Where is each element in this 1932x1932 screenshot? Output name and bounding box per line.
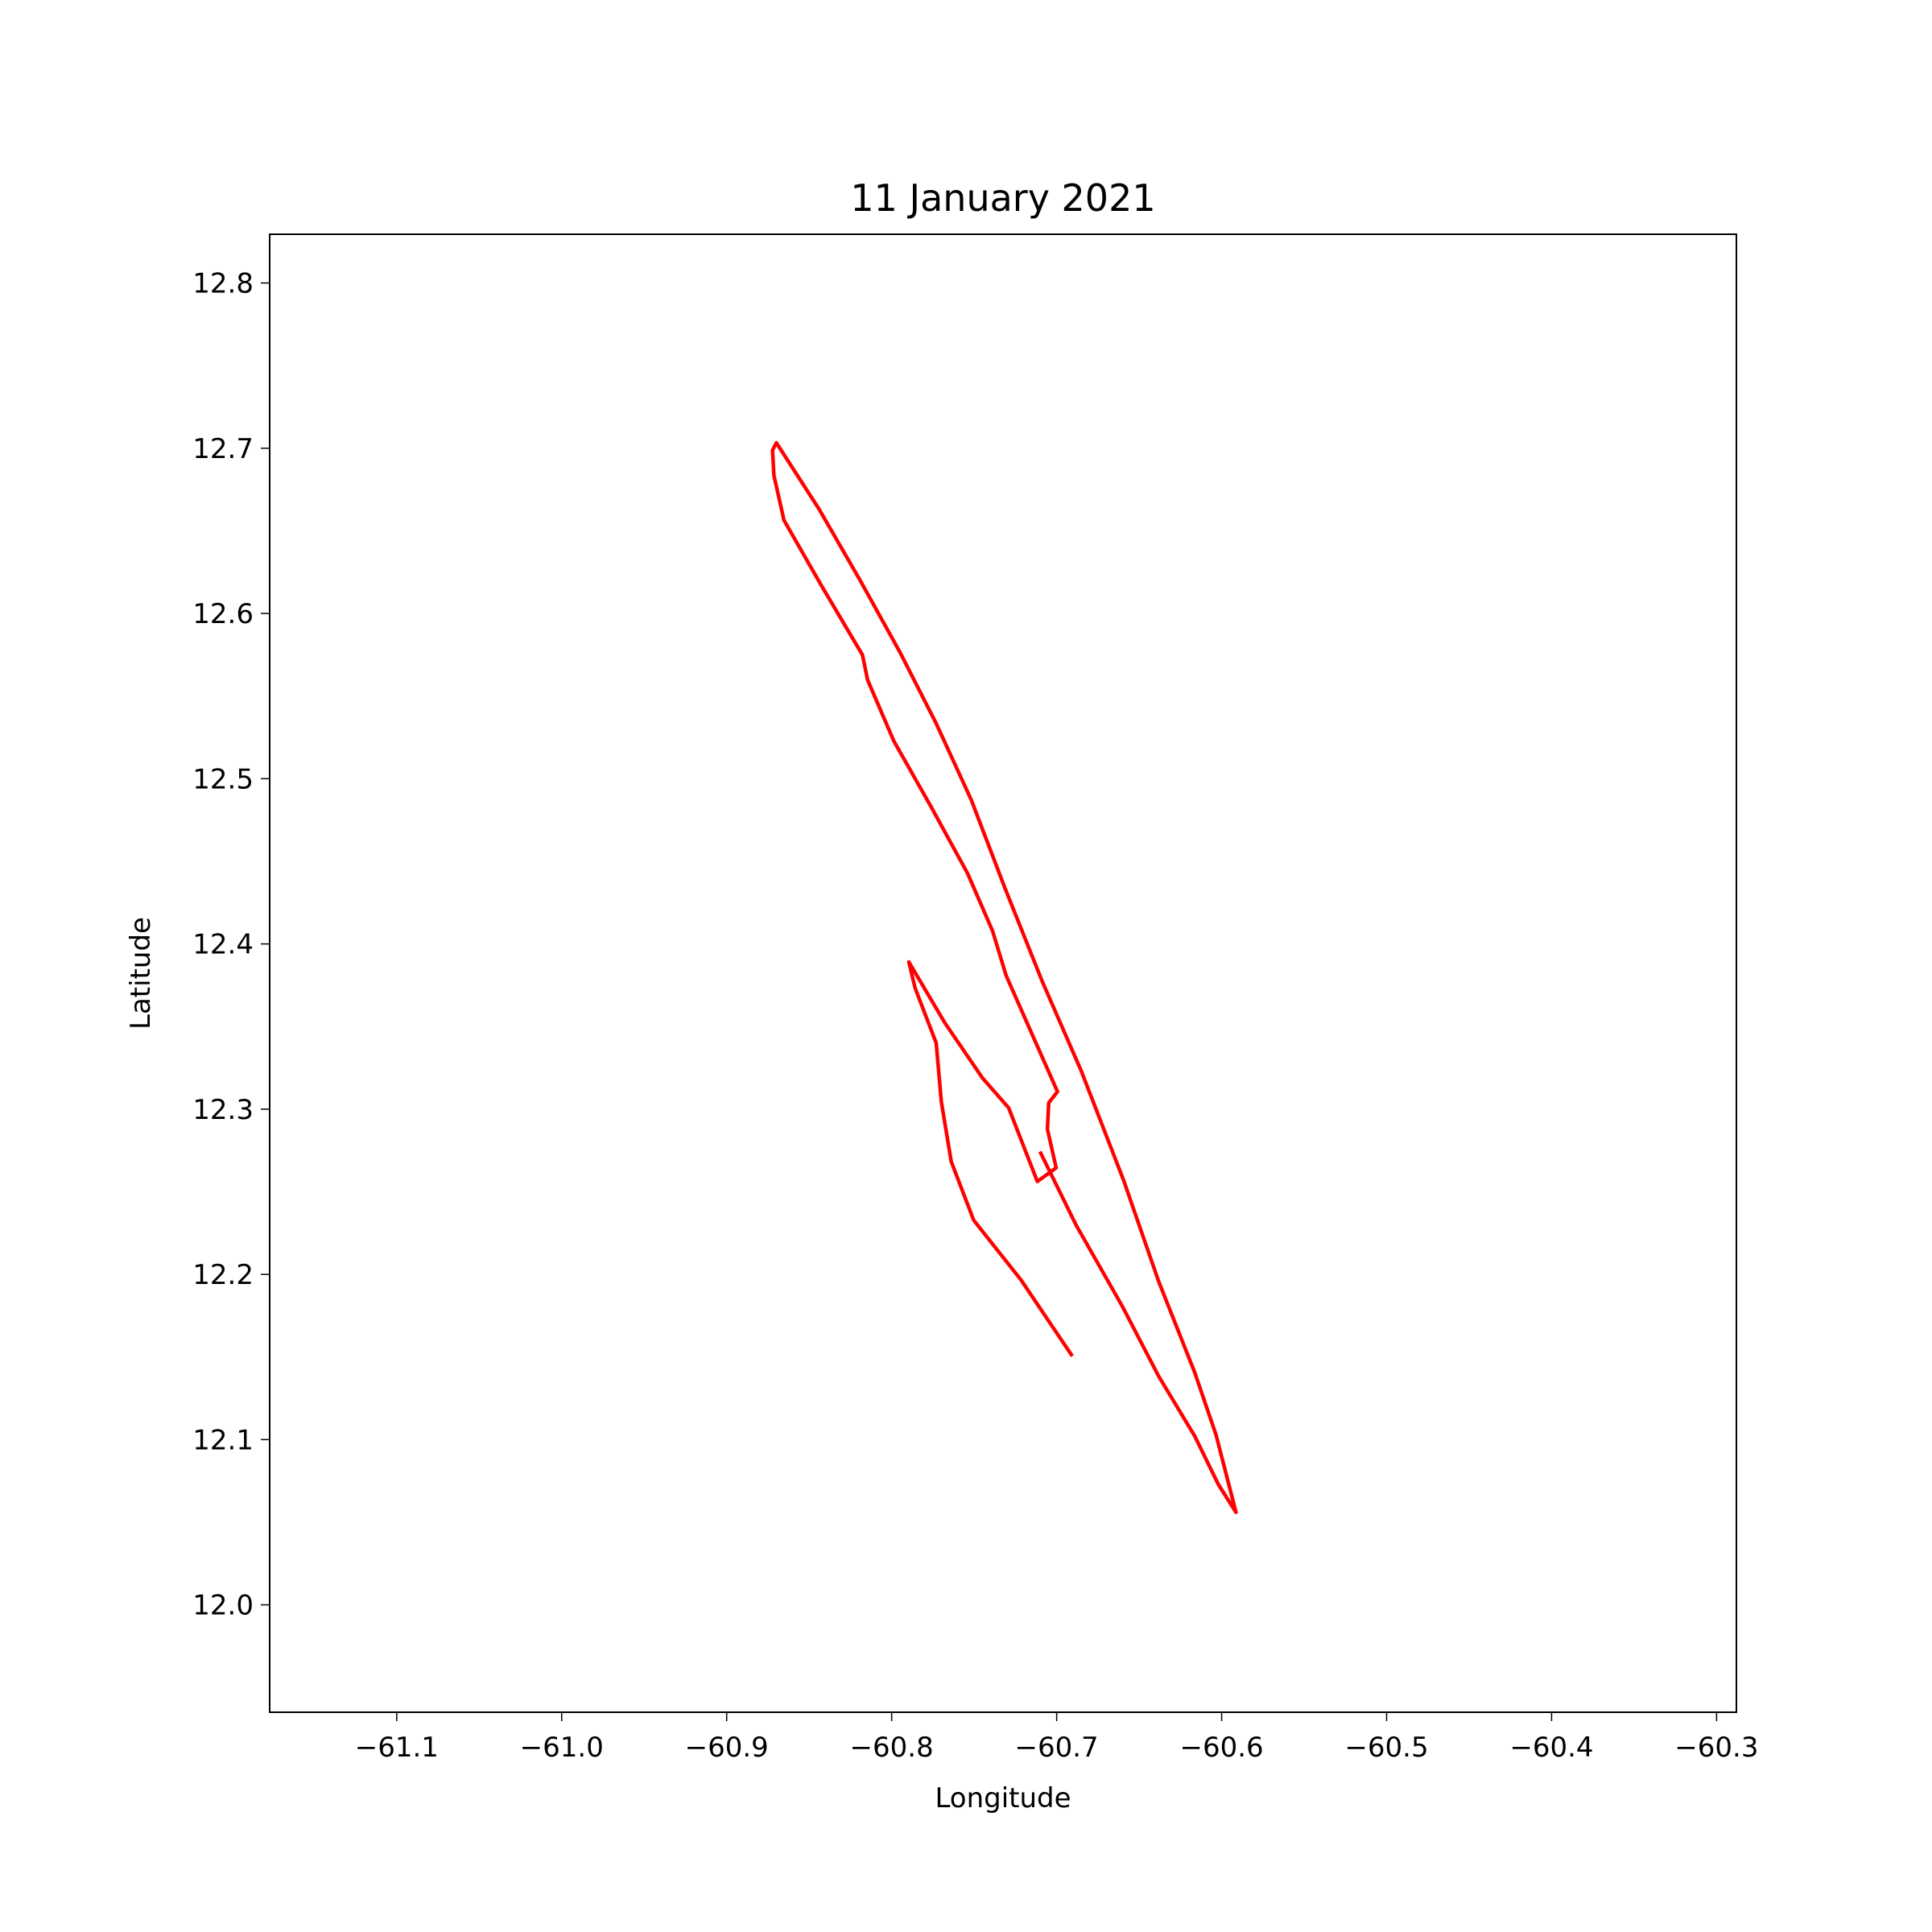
x-tick-label: −61.0	[520, 1732, 604, 1764]
y-axis-label: Latitude	[125, 917, 157, 1030]
x-tick-label: −60.9	[685, 1732, 769, 1764]
y-tick-label: 12.1	[192, 1424, 254, 1456]
data-line	[770, 440, 1238, 1514]
x-tick-label: −60.3	[1674, 1732, 1758, 1764]
y-tick-label: 12.5	[192, 763, 254, 795]
x-tick-label: −60.5	[1344, 1732, 1428, 1764]
x-tick-label: −60.8	[850, 1732, 934, 1764]
y-tick-label: 12.8	[192, 268, 254, 300]
chart-title: 11 January 2021	[850, 176, 1155, 220]
x-tick-label: −60.4	[1509, 1732, 1593, 1764]
y-tick-label: 12.0	[192, 1590, 254, 1622]
y-tick-label: 12.4	[192, 929, 254, 961]
y-tick-label: 12.3	[192, 1094, 254, 1126]
x-tick-label: −60.6	[1179, 1732, 1263, 1764]
y-tick-label: 12.6	[192, 598, 254, 630]
x-tick-label: −60.7	[1015, 1732, 1099, 1764]
y-tick-label: 12.2	[192, 1259, 254, 1291]
y-tick-label: 12.7	[192, 433, 254, 465]
x-axis-label: Longitude	[935, 1782, 1071, 1814]
plot-frame	[269, 233, 1737, 1713]
x-tick-label: −61.1	[355, 1732, 439, 1764]
